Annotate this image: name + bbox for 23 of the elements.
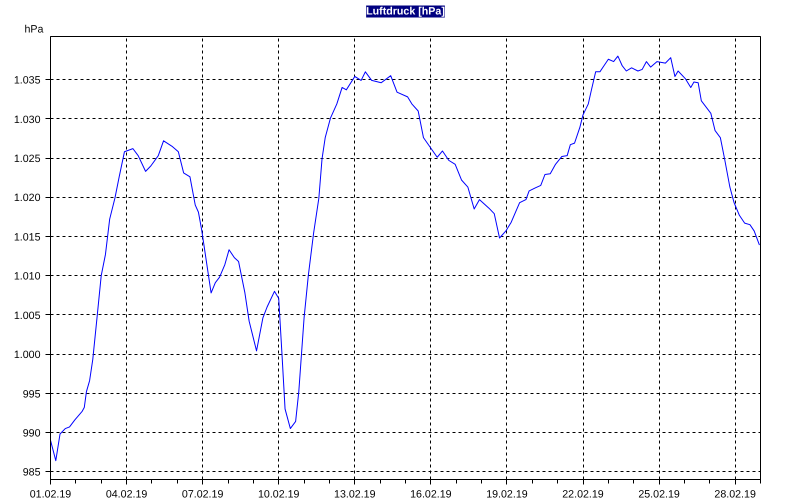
x-tick-label: 22.02.19	[562, 488, 604, 500]
x-tick-label: 07.02.19	[182, 488, 224, 500]
y-tick-label: 995	[22, 388, 41, 400]
x-tick-label: 10.02.19	[258, 488, 300, 500]
y-tick-label: 1.000	[14, 349, 41, 362]
y-tick-label: 1.015	[14, 231, 41, 244]
x-tick-label: 16.02.19	[410, 488, 452, 500]
y-tick-label: 990	[22, 427, 41, 440]
y-tick-label: 985	[22, 466, 41, 479]
y-axis-title: hPa	[24, 24, 44, 36]
y-tick-label: 1.030	[14, 114, 41, 126]
x-tick-label: 01.02.19	[30, 488, 72, 500]
chart-title: Luftdruck [hPa]	[366, 6, 445, 18]
y-tick-label: 1.035	[14, 74, 41, 87]
y-tick-label: 1.010	[14, 270, 41, 283]
x-tick-label: 19.02.19	[486, 488, 528, 500]
x-tick-label: 25.02.19	[638, 488, 680, 500]
x-tick-label: 04.02.19	[106, 488, 148, 500]
y-tick-label: 1.020	[14, 192, 41, 204]
y-tick-label: 1.005	[14, 310, 41, 322]
x-tick-label: 13.02.19	[334, 488, 376, 500]
y-tick-label: 1.025	[14, 153, 41, 166]
x-tick-label: 28.02.19	[714, 488, 756, 500]
